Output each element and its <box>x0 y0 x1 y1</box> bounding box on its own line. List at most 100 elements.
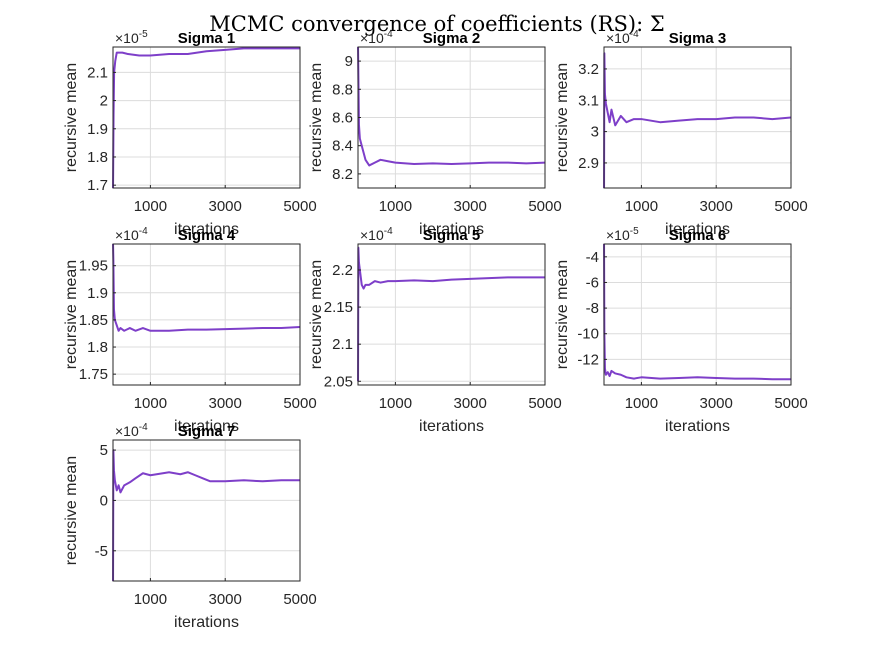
axis-exponent-label: ×10-5 <box>606 226 639 243</box>
plot-area <box>358 244 545 385</box>
subplot-title: Sigma 1 <box>178 30 236 47</box>
y-tick-label: -12 <box>577 351 599 368</box>
y-tick-label: 1.85 <box>79 312 108 329</box>
subplot-title: Sigma 7 <box>178 423 236 440</box>
series-line <box>112 47 300 189</box>
plot-area <box>113 244 300 385</box>
x-tick-label: 5000 <box>283 591 316 608</box>
y-tick-label: 2.1 <box>87 64 108 81</box>
y-axis-label: recursive mean <box>63 63 80 172</box>
x-tick-label: 5000 <box>528 198 561 215</box>
axis-exponent-label: ×10-5 <box>115 29 148 46</box>
subplot-title: Sigma 2 <box>423 30 481 47</box>
x-axis-label: iterations <box>174 614 239 631</box>
x-tick-label: 1000 <box>134 591 167 608</box>
y-tick-label: 1.75 <box>79 366 108 383</box>
x-tick-label: 3000 <box>209 395 242 412</box>
axis-exponent-label: ×10-4 <box>115 422 148 439</box>
y-axis-label: recursive mean <box>63 456 80 565</box>
x-tick-label: 1000 <box>134 198 167 215</box>
axes-box <box>603 243 792 386</box>
x-tick-label: 1000 <box>379 395 412 412</box>
y-tick-label: 1.9 <box>87 285 108 302</box>
subplot-5: 1000 3000 5000 2.05 2.1 2.15 2.2 ×10-4 Sigma 5 it… <box>308 226 562 435</box>
x-tick-label: 1000 <box>625 395 658 412</box>
y-tick-label: 2.1 <box>332 336 353 353</box>
subplot-6: 1000 3000 5000 -12 -10 -8 -6 -4 ×10-5 Sigma 6 iter… <box>554 226 808 435</box>
axes-box <box>112 243 301 386</box>
figure-title: MCMC convergence of coefficients (RS): Σ <box>209 12 664 36</box>
subplot-title: Sigma 5 <box>423 227 481 244</box>
y-tick-label: 1.7 <box>87 177 108 194</box>
y-tick-label: 8.6 <box>332 110 353 127</box>
plot-area <box>113 440 300 581</box>
y-tick-label: -4 <box>586 249 599 266</box>
x-tick-label: 3000 <box>209 198 242 215</box>
x-axis-label: iterations <box>665 221 730 238</box>
axis-exponent-label: ×10-4 <box>360 29 393 46</box>
y-tick-label: 1.8 <box>87 339 108 356</box>
x-axis-label: iterations <box>174 418 239 435</box>
y-axis-label: recursive mean <box>554 63 571 172</box>
x-tick-label: 3000 <box>700 395 733 412</box>
y-tick-label: 8.4 <box>332 138 353 155</box>
x-axis-label: iterations <box>419 221 484 238</box>
y-tick-label: 3.1 <box>578 92 599 109</box>
subplot-title: Sigma 6 <box>669 227 727 244</box>
y-axis-label: recursive mean <box>308 260 325 369</box>
subplot-title: Sigma 4 <box>178 227 236 244</box>
subplot-4: 1000 3000 5000 1.75 1.8 1.85 1.9 1.95 ×10-4 Sigma… <box>63 226 317 435</box>
plot-area <box>113 47 300 188</box>
y-tick-label: -10 <box>577 326 599 343</box>
series-line <box>603 52 792 189</box>
y-tick-label: 2.9 <box>578 155 599 172</box>
axes-box <box>357 243 546 386</box>
x-tick-label: 1000 <box>134 395 167 412</box>
axes-box <box>603 46 792 189</box>
x-axis-label: iterations <box>174 221 239 238</box>
subplot-title: Sigma 3 <box>669 30 727 47</box>
axis-exponent-label: ×10-4 <box>606 29 639 46</box>
x-tick-label: 3000 <box>454 395 487 412</box>
y-tick-label: 3 <box>591 124 599 141</box>
y-axis-label: recursive mean <box>554 260 571 369</box>
series-line <box>357 46 546 167</box>
x-tick-label: 5000 <box>528 395 561 412</box>
axes-box <box>112 46 301 189</box>
y-tick-label: 9 <box>345 53 353 70</box>
x-tick-label: 3000 <box>209 591 242 608</box>
x-tick-label: 5000 <box>283 395 316 412</box>
plot-area <box>604 244 791 385</box>
x-axis-label: iterations <box>419 418 484 435</box>
y-tick-label: 3.2 <box>578 61 599 78</box>
series-line <box>603 243 791 381</box>
x-tick-label: 5000 <box>774 198 807 215</box>
series-line <box>112 243 301 332</box>
y-tick-label: -6 <box>586 274 599 291</box>
axis-exponent-label: ×10-4 <box>360 226 393 243</box>
y-axis-label: recursive mean <box>63 260 80 369</box>
axes-box <box>112 439 301 582</box>
x-axis-label: iterations <box>665 418 730 435</box>
y-tick-label: 2 <box>100 93 108 110</box>
y-tick-label: 8.8 <box>332 81 353 98</box>
x-tick-label: 1000 <box>625 198 658 215</box>
y-tick-label: 1.9 <box>87 121 108 138</box>
series-line <box>357 246 545 382</box>
x-tick-label: 5000 <box>283 198 316 215</box>
y-tick-label: 1.8 <box>87 149 108 166</box>
y-tick-label: 8.2 <box>332 166 353 183</box>
series-line <box>112 449 300 582</box>
subplot-3: 1000 3000 5000 2.9 3 3.1 3.2 ×10-4 Sigma 3 iterat… <box>554 29 808 238</box>
y-tick-label: 2.05 <box>324 373 353 390</box>
y-tick-label: 2.2 <box>332 262 353 279</box>
x-tick-label: 3000 <box>454 198 487 215</box>
x-tick-label: 1000 <box>379 198 412 215</box>
subplot-7: 1000 3000 5000 -5 0 5 ×10-4 Sigma 7 iterations re… <box>63 422 317 631</box>
y-tick-label: -5 <box>95 543 108 560</box>
x-tick-label: 3000 <box>700 198 733 215</box>
y-tick-label: 1.95 <box>79 258 108 275</box>
subplot-grid: 1000 3000 5000 1.7 1.8 1.9 2 2.1 ×10-5 Sigma 1 ite… <box>63 29 808 631</box>
axis-exponent-label: ×10-4 <box>115 226 148 243</box>
